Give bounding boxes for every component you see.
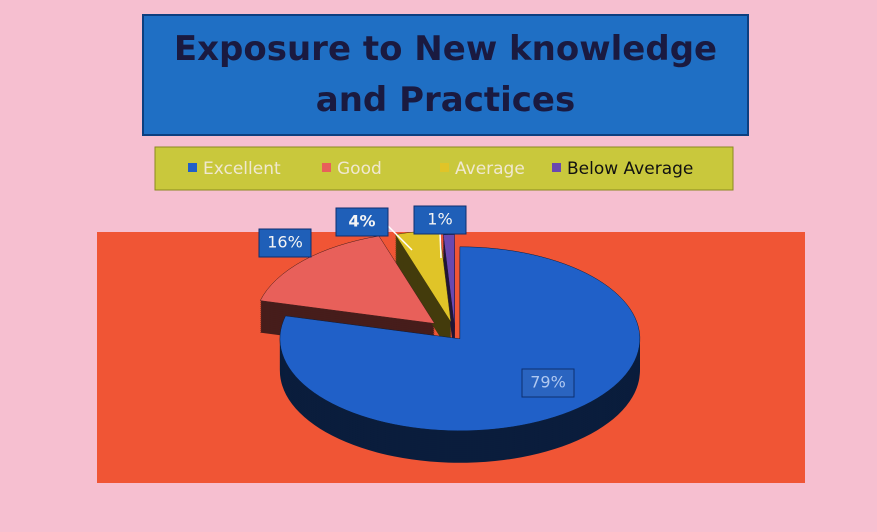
- label-box: [258, 228, 312, 258]
- label-box: [335, 207, 389, 237]
- title-wrap: Exposure to New knowledge and Practices: [173, 29, 718, 120]
- data-label: 16%: [267, 233, 303, 252]
- legend-swatch: [440, 163, 449, 172]
- data-label: 1%: [427, 210, 452, 229]
- legend-label: Good: [337, 159, 382, 179]
- legend-label: Below Average: [567, 159, 693, 179]
- pie-slice: [259, 235, 436, 324]
- pie-slice: [442, 234, 455, 327]
- legend-label: Excellent: [203, 159, 281, 179]
- legend-swatch: [188, 163, 197, 172]
- leader-line: [439, 231, 442, 259]
- title-box: [142, 14, 749, 136]
- legend-swatch: [552, 163, 561, 172]
- label-box: [413, 205, 467, 235]
- leader-line: [383, 221, 413, 251]
- legend-swatch: [322, 163, 331, 172]
- data-label: 79%: [530, 373, 566, 392]
- chart-title: Exposure to New knowledge and Practices: [173, 29, 718, 120]
- legend-label: Average: [455, 159, 525, 179]
- data-label: 4%: [348, 212, 375, 231]
- label-box: [521, 368, 575, 398]
